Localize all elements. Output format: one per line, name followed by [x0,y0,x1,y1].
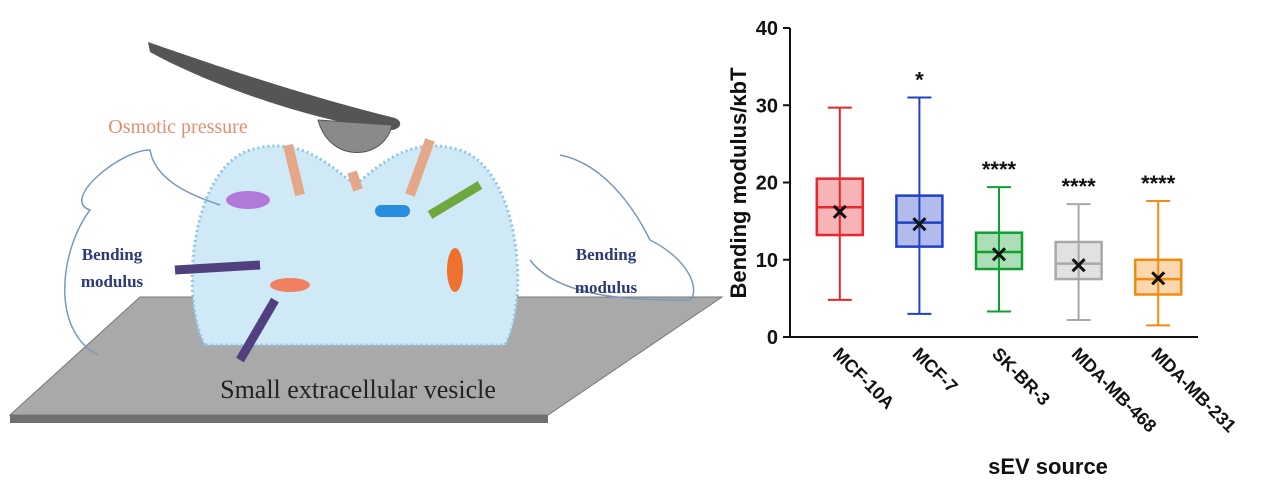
osmotic-label: Osmotic pressure [108,116,248,138]
x-axis-label: sEV source [988,454,1108,479]
significance: **** [1061,174,1096,199]
protein [270,278,310,292]
significance: **** [1141,171,1176,196]
significance: * [915,68,924,93]
diagram: Osmotic pressure Bending modulus Bending… [10,42,722,423]
substrate-edge [10,415,548,423]
box [1056,242,1102,279]
significance: **** [982,157,1017,182]
protein [447,248,463,292]
protein [375,205,410,217]
bending-label: modulus [575,278,638,297]
x-tick-label: MCF-7 [909,344,962,397]
vesicle-label: Small extracellular vesicle [220,375,496,404]
afm-tip [318,120,392,153]
y-tick-label: 10 [756,250,778,272]
y-tick-label: 30 [756,95,778,117]
figure: Osmotic pressure Bending modulus Bending… [0,0,1264,489]
x-tick-label: MDA-MB-468 [1068,344,1161,437]
y-tick-label: 40 [756,18,778,40]
box [896,196,942,247]
protein [226,191,270,209]
bending-label: Bending [576,245,637,264]
x-tick-label: MDA-MB-231 [1147,344,1240,437]
bending-label: Bending [82,245,143,264]
protein [175,265,260,270]
chart: Bending modulus/κbT sEV source 0 10 20 30 40… [726,18,1240,479]
x-tick-label: SK-BR-3 [988,344,1054,410]
y-tick-label: 20 [756,173,778,195]
bending-label: modulus [81,272,144,291]
y-tick-label: 0 [767,327,778,349]
x-tick-label: MCF-10A [829,344,898,413]
y-axis-label: Bending modulus/κbT [726,67,751,299]
